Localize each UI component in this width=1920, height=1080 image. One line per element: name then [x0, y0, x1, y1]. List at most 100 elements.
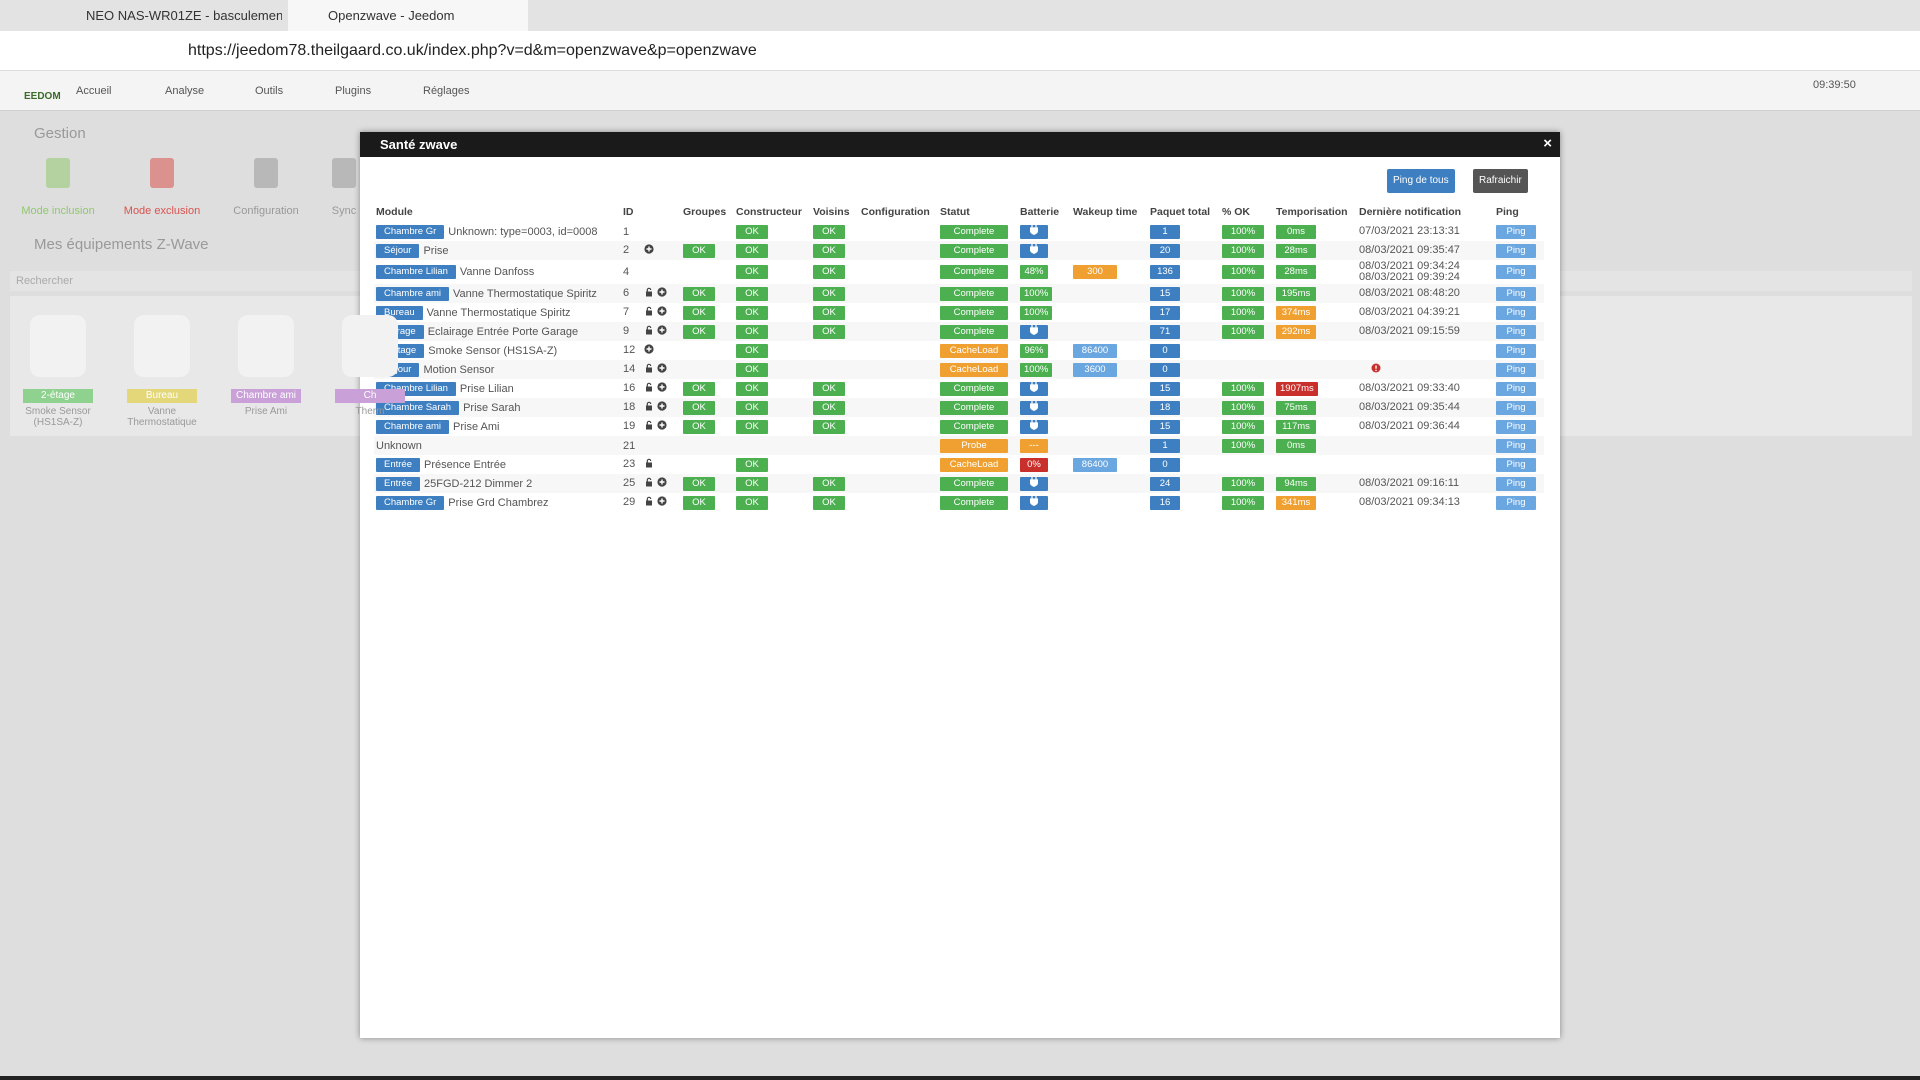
device-name[interactable]: Prise Ami — [244, 406, 288, 417]
ping-button[interactable]: Ping — [1496, 243, 1536, 258]
tab-active[interactable]: Openzwave - Jeedom — [288, 0, 528, 31]
ping-button[interactable]: Ping — [1496, 286, 1536, 301]
voisins-cell — [811, 360, 859, 379]
menu-item[interactable]: Réglages — [423, 85, 470, 97]
action-icon[interactable] — [332, 158, 356, 188]
ping-button[interactable]: Ping — [1496, 381, 1536, 396]
action-icon[interactable] — [46, 158, 70, 188]
device-name[interactable]: Therm — [355, 406, 385, 417]
button[interactable]: Ping de tous — [1387, 169, 1455, 193]
notification-cell: 08/03/2021 09:34:13 — [1357, 493, 1494, 512]
ping-button[interactable]: Ping — [1496, 324, 1536, 339]
column-header: Temporisation — [1276, 206, 1348, 218]
device-name[interactable]: Vanne Thermostatique — [127, 406, 197, 428]
menu-item[interactable]: Analyse — [165, 85, 205, 97]
menu-item[interactable]: Plugins — [335, 85, 372, 97]
menu-item[interactable]: Accueil — [76, 85, 112, 97]
id-cell: 18 — [621, 398, 681, 417]
ping-button[interactable]: Ping — [1496, 343, 1536, 358]
device-image[interactable] — [134, 315, 190, 377]
lock-icon — [644, 496, 654, 509]
ping-button[interactable]: Ping — [1496, 495, 1536, 510]
ping-cell: Ping — [1494, 417, 1544, 436]
paquet-cell: 1 — [1148, 436, 1220, 455]
clock: 09:39:50 — [1813, 79, 1856, 91]
module-cell: Unknown — [374, 436, 621, 455]
tab[interactable]: NEO NAS-WR01ZE - basculemen — [46, 0, 282, 31]
close-icon[interactable]: × — [1543, 135, 1552, 152]
ping-button[interactable]: Ping — [1496, 362, 1536, 377]
ok-cell: 100% — [1220, 222, 1274, 241]
tempo-cell — [1274, 341, 1357, 360]
room-badge: Chambre Gr — [376, 495, 445, 510]
configuration-cell — [859, 341, 938, 360]
tempo-badge: 94ms — [1276, 476, 1316, 491]
configuration-cell — [859, 417, 938, 436]
constructeur-cell: OK — [734, 222, 811, 241]
plus-icon — [657, 363, 667, 376]
device-image[interactable] — [342, 315, 398, 377]
plus-icon — [657, 306, 667, 319]
tempo-badge: 195ms — [1276, 286, 1316, 301]
configuration-cell — [859, 398, 938, 417]
groupes-badge: OK — [683, 286, 715, 301]
constructeur-cell: OK — [734, 303, 811, 322]
ok-badge: 100% — [1222, 324, 1264, 339]
statut-cell: Complete — [938, 303, 1018, 322]
constructeur-cell: OK — [734, 341, 811, 360]
node-id: 1 — [623, 225, 630, 238]
ping-button[interactable]: Ping — [1496, 438, 1536, 453]
batterie-cell — [1018, 322, 1071, 341]
ping-button[interactable]: Ping — [1496, 265, 1536, 279]
url[interactable]: https://jeedom78.theilgaard.co.uk/index.… — [188, 42, 757, 59]
notification-date: 08/03/2021 09:35:47 — [1359, 244, 1460, 256]
tempo-badge: 341ms — [1276, 495, 1316, 510]
constructeur-cell: OK — [734, 284, 811, 303]
node-id: 23 — [623, 458, 636, 471]
statut-badge: Complete — [940, 265, 1008, 279]
module-name: Prise — [423, 244, 449, 257]
plug-badge — [1020, 243, 1048, 258]
device-image[interactable] — [30, 315, 86, 377]
column-header: Ping — [1496, 206, 1519, 218]
action-label[interactable]: Sync — [331, 205, 357, 217]
table-row: Séjour Prise 2 OK OK OK Complete 20 100% 28ms 08/0… — [374, 241, 1544, 260]
ping-button[interactable]: Ping — [1496, 305, 1536, 320]
ping-button[interactable]: Ping — [1496, 476, 1536, 491]
batterie-cell: 48% — [1018, 260, 1071, 284]
device-room[interactable]: 2-étage — [23, 389, 93, 403]
voisins-badge: OK — [813, 400, 845, 415]
notification-cell: 08/03/2021 09:16:11 — [1357, 474, 1494, 493]
device-room[interactable]: Bureau — [127, 389, 197, 403]
node-id: 18 — [623, 401, 636, 414]
configuration-cell — [859, 360, 938, 379]
device-name[interactable]: Smoke Sensor (HS1SA-Z) — [25, 406, 91, 428]
column-header: Module — [376, 206, 413, 218]
column-header: Wakeup time — [1073, 206, 1138, 218]
device-room[interactable]: Ch — [335, 389, 405, 403]
ping-button[interactable]: Ping — [1496, 457, 1536, 472]
ping-button[interactable]: Ping — [1496, 400, 1536, 415]
button[interactable]: Rafraichir — [1473, 169, 1528, 193]
action-label[interactable]: Mode inclusion — [21, 205, 95, 217]
groupes-badge: OK — [683, 305, 715, 320]
tempo-cell: 75ms — [1274, 398, 1357, 417]
node-id: 25 — [623, 477, 636, 490]
ping-button[interactable]: Ping — [1496, 419, 1536, 434]
logo[interactable]: EEDOM — [24, 91, 61, 102]
action-icon[interactable] — [150, 158, 174, 188]
notification-cell: 08/03/2021 09:15:59 — [1357, 322, 1494, 341]
wakeup-cell — [1071, 474, 1148, 493]
ping-button[interactable]: Ping — [1496, 224, 1536, 239]
device-image[interactable] — [238, 315, 294, 377]
groupes-cell — [681, 260, 734, 284]
voisins-cell: OK — [811, 474, 859, 493]
module-name: Prise Lilian — [459, 382, 514, 395]
action-label[interactable]: Mode exclusion — [123, 205, 201, 217]
node-id: 14 — [623, 363, 636, 376]
menu-item[interactable]: Outils — [255, 85, 284, 97]
action-icon[interactable] — [254, 158, 278, 188]
device-room[interactable]: Chambre ami — [231, 389, 301, 403]
module-name: Unknown: type=0003, id=0008 — [448, 225, 598, 238]
action-label[interactable]: Configuration — [233, 205, 299, 217]
